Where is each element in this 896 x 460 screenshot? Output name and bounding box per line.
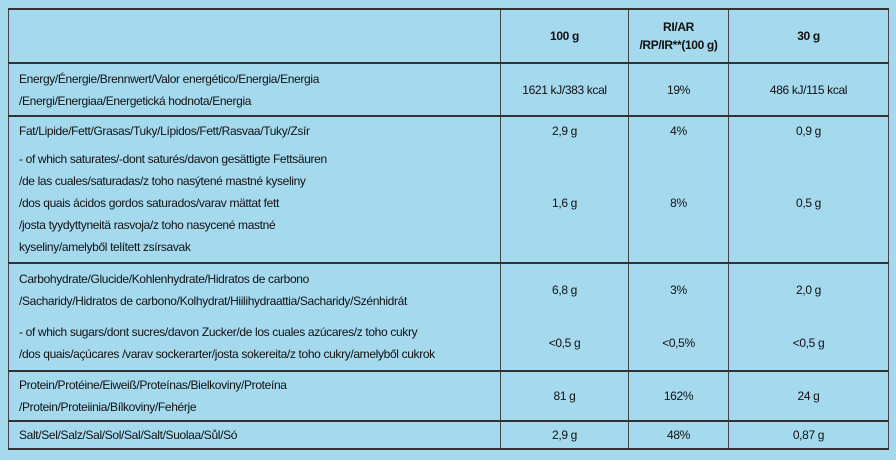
label-line: Energy/Énergie/Brennwert/Valor energétic… (19, 71, 320, 86)
header-text: /RP/IR**(100 g) (639, 38, 718, 52)
value-cell: 81 g (500, 370, 629, 421)
label-line: /de las cuales/saturadas/z toho nasýtené… (19, 174, 306, 188)
value-cell: 6,8 g (500, 262, 629, 315)
label-cell: Energy/Énergie/Brennwert/Valor energétic… (8, 62, 501, 116)
value-cell: 2,9 g (500, 420, 629, 449)
table-row: Protein/Protéine/Eiweiß/Proteínas/Bielko… (8, 370, 889, 421)
header-text: RI/AR (663, 20, 694, 34)
value-cell: 19% (628, 62, 729, 116)
value-cell: <0,5 g (500, 315, 629, 371)
table-body: 100 g RI/AR/RP/IR**(100 g) 30 g Energy/É… (8, 8, 889, 449)
table-row: - of which saturates/-dont saturés/davon… (8, 144, 889, 263)
label-line: /dos quais/açúcares /varav sockerarter/j… (19, 346, 435, 361)
label-line: /dos quais ácidos gordos saturados/varav… (19, 196, 279, 210)
table-row: Carbohydrate/Glucide/Kohlenhydrate/Hidra… (8, 262, 889, 315)
value-cell: 2,0 g (728, 262, 889, 315)
label-cell: Fat/Lipide/Fett/Grasas/Tuky/Lípidos/Fett… (8, 115, 501, 144)
value-cell: 4% (628, 115, 729, 144)
header-cell: 30 g (728, 8, 889, 63)
value-cell: 1621 kJ/383 kcal (500, 62, 629, 116)
label-line: /Protein/Proteiinia/Bílkoviny/Fehérje (19, 400, 197, 414)
header-cell (8, 8, 501, 63)
value-cell: 0,87 g (728, 420, 889, 449)
value-cell: <0,5% (628, 315, 729, 371)
label-line: - of which sugars/dont sucres/davon Zuck… (19, 324, 418, 339)
value-cell: 8% (628, 144, 729, 263)
label-line: Fat/Lipide/Fett/Grasas/Tuky/Lípidos/Fett… (19, 123, 310, 138)
label-cell: Protein/Protéine/Eiweiß/Proteínas/Bielko… (8, 370, 501, 421)
header-cell: 100 g (500, 8, 629, 63)
label-line: - of which saturates/-dont saturés/davon… (19, 152, 327, 166)
header-row: 100 g RI/AR/RP/IR**(100 g) 30 g (8, 8, 889, 63)
value-cell: 1,6 g (500, 144, 629, 263)
label-cell: - of which saturates/-dont saturés/davon… (8, 144, 501, 263)
value-cell: 48% (628, 420, 729, 449)
value-cell: <0,5 g (728, 315, 889, 371)
table-row: Salt/Sel/Salz/Sal/Sol/Sal/Salt/Suolaa/Sů… (8, 420, 889, 449)
table-row: Energy/Énergie/Brennwert/Valor energétic… (8, 62, 889, 116)
label-cell: Salt/Sel/Salz/Sal/Sol/Sal/Salt/Suolaa/Sů… (8, 420, 501, 449)
label-line: Carbohydrate/Glucide/Kohlenhydrate/Hidra… (19, 271, 309, 286)
label-line: /josta tyydyttyneitä rasvoja/z toho nasy… (19, 218, 276, 232)
header-cell: RI/AR/RP/IR**(100 g) (628, 8, 729, 63)
label-line: Salt/Sel/Salz/Sal/Sol/Sal/Salt/Suolaa/Sů… (19, 428, 238, 442)
value-cell: 162% (628, 370, 729, 421)
value-cell: 0,9 g (728, 115, 889, 144)
table-row: Fat/Lipide/Fett/Grasas/Tuky/Lípidos/Fett… (8, 115, 889, 144)
table-row: - of which sugars/dont sucres/davon Zuck… (8, 315, 889, 371)
value-cell: 486 kJ/115 kcal (728, 62, 889, 116)
label-line: kyseliny/amelyből telített zsírsavak (19, 240, 191, 254)
label-line: /Energi/Energiaa/Energetická hodnota/Ene… (19, 93, 252, 108)
label-cell: Carbohydrate/Glucide/Kohlenhydrate/Hidra… (8, 262, 501, 315)
value-cell: 0,5 g (728, 144, 889, 263)
label-line: /Sacharidy/Hidratos de carbono/Kolhydrat… (19, 293, 407, 308)
value-cell: 2,9 g (500, 115, 629, 144)
nutrition-table: 100 g RI/AR/RP/IR**(100 g) 30 g Energy/É… (8, 8, 889, 450)
value-cell: 24 g (728, 370, 889, 421)
label-line: Protein/Protéine/Eiweiß/Proteínas/Bielko… (19, 378, 287, 392)
label-cell: - of which sugars/dont sucres/davon Zuck… (8, 315, 501, 371)
value-cell: 3% (628, 262, 729, 315)
